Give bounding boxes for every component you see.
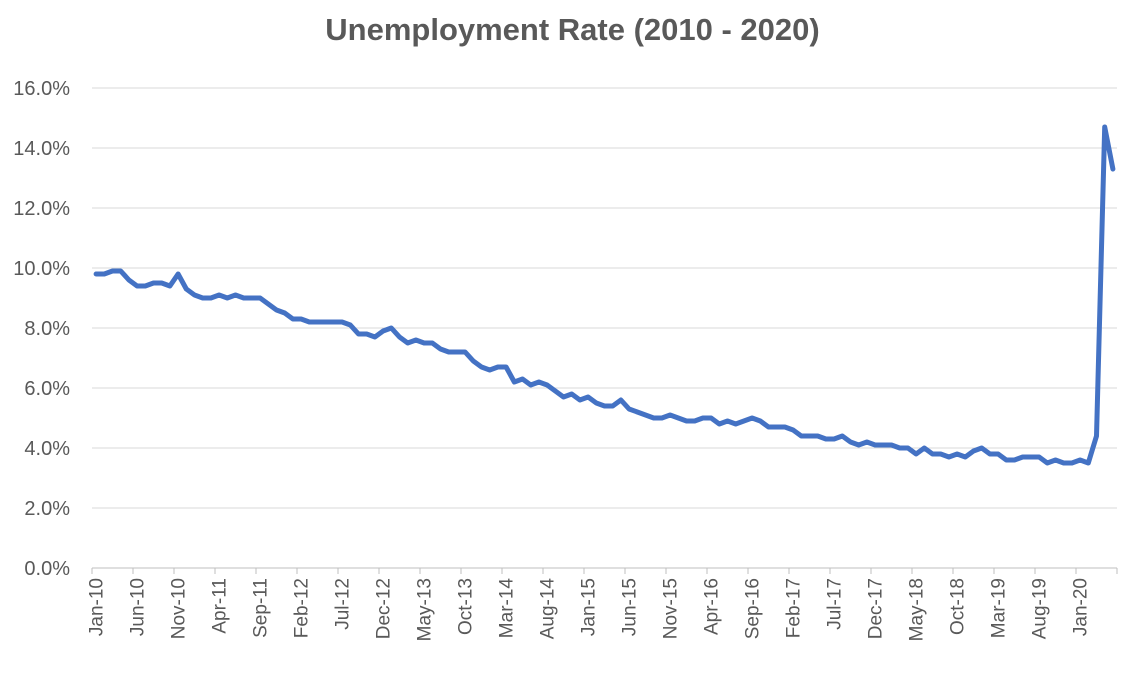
series-line-unemployment-rate (93, 124, 1116, 466)
x-tick-label: Jan-20 (1071, 578, 1092, 636)
y-tick-label: 4.0% (24, 438, 70, 460)
x-tick-label: Jul-17 (825, 578, 846, 630)
x-tick-label: Mar-19 (989, 578, 1010, 638)
x-tick-label: Jul-12 (333, 578, 354, 630)
x-tick-label: Nov-15 (661, 578, 682, 639)
x-tick-label: Jan-15 (579, 578, 600, 636)
x-tick-label: Jan-10 (87, 578, 108, 636)
y-tick-label: 10.0% (13, 258, 70, 280)
y-tick-label: 6.0% (24, 378, 70, 400)
x-tick-label: Nov-10 (169, 578, 190, 639)
x-axis: Jan-10 Jun-10 Nov-10 Apr-11 Sep-11 Feb-12 Jul-… (87, 567, 1118, 641)
x-tick-label: Dec-17 (866, 578, 887, 639)
x-tick-label: Mar-14 (497, 578, 518, 639)
x-tick-label: May-13 (415, 578, 436, 641)
x-tick-label: Oct-18 (948, 578, 969, 635)
x-tick-label: Feb-17 (784, 578, 805, 638)
y-tick-label: 8.0% (24, 318, 70, 340)
y-tick-label: 12.0% (13, 198, 70, 220)
x-tick-label: Apr-11 (210, 578, 231, 634)
series-layer (93, 124, 1116, 466)
x-tick-label: Jun-15 (620, 578, 641, 636)
x-tick-label: May-18 (907, 578, 928, 641)
x-tick-label: Feb-12 (292, 578, 313, 638)
y-tick-label: 16.0% (13, 78, 70, 100)
gridlines (92, 87, 1117, 509)
y-tick-label: 14.0% (13, 138, 70, 160)
x-tick-label: Aug-19 (1030, 578, 1051, 639)
x-tick-label: Apr-16 (702, 578, 723, 635)
x-tick-label: Oct-13 (456, 578, 477, 635)
x-tick-label: Dec-12 (374, 578, 395, 639)
x-tick-label: Aug-14 (538, 578, 559, 640)
x-tick-label: Jun-10 (128, 578, 149, 636)
x-tick-label: Sep-16 (743, 578, 764, 639)
x-tick-label: Sep-11 (251, 578, 272, 638)
chart-title: Unemployment Rate (2010 - 2020) (325, 12, 820, 47)
y-axis: 0.0% 2.0% 4.0% 6.0% 8.0% 10.0% 12.0% 14.0% 16.0% (13, 78, 70, 580)
y-tick-label: 0.0% (24, 558, 70, 580)
y-tick-label: 2.0% (24, 498, 70, 520)
